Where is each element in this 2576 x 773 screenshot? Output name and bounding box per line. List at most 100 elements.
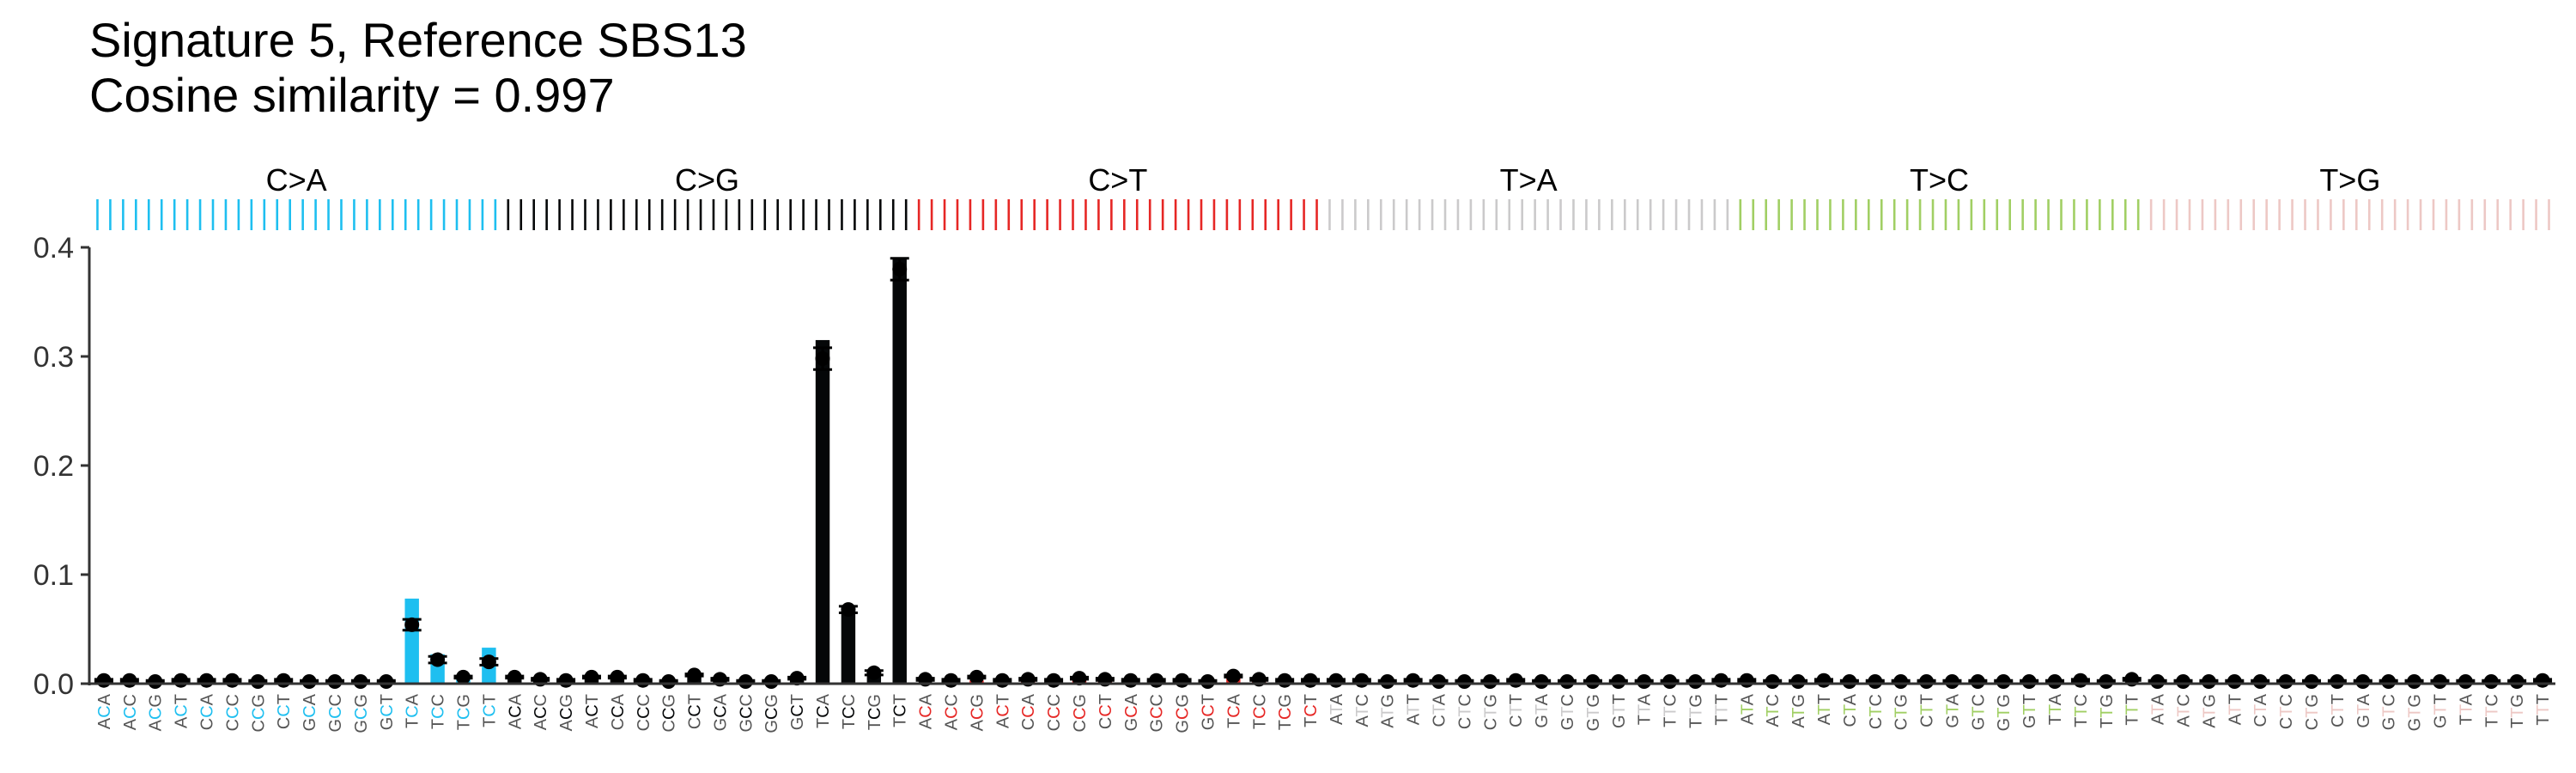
estimate-dot bbox=[2150, 673, 2166, 689]
x-tick-label: GTA bbox=[1943, 693, 1962, 727]
x-tick-label: CTG bbox=[2303, 694, 2322, 730]
estimate-point bbox=[2379, 673, 2398, 689]
estimate-point bbox=[2225, 673, 2245, 689]
estimate-dot bbox=[866, 665, 882, 680]
x-tick-label: GTT bbox=[2020, 694, 2039, 728]
estimate-point bbox=[1198, 673, 1218, 689]
estimate-dot bbox=[1482, 673, 1498, 689]
estimate-dot bbox=[2381, 673, 2397, 689]
estimate-dot bbox=[1790, 673, 1806, 689]
x-tick-label: ATG bbox=[1789, 694, 1808, 728]
x-tick-label: ATC bbox=[1353, 694, 1372, 727]
x-tick-label: CTA bbox=[2251, 693, 2270, 727]
x-tick-label: TTA bbox=[2046, 693, 2065, 725]
estimate-dot bbox=[1893, 673, 1909, 689]
estimate-point bbox=[1660, 673, 1680, 689]
x-tick-label: GTC bbox=[2380, 694, 2399, 730]
x-tick-label: ATT bbox=[1815, 694, 1834, 725]
estimate-point bbox=[1789, 673, 1808, 689]
estimate-point bbox=[1172, 673, 1192, 688]
estimate-dot bbox=[2304, 673, 2319, 689]
x-tick-label: TCT bbox=[480, 694, 499, 727]
estimate-dot bbox=[224, 673, 240, 688]
estimate-point bbox=[2276, 673, 2296, 689]
estimate-point bbox=[2456, 673, 2476, 689]
estimate-point bbox=[1763, 673, 1783, 689]
estimate-point bbox=[274, 673, 294, 688]
chart-title: Signature 5, Reference SBS13 bbox=[89, 13, 747, 67]
estimate-dot bbox=[379, 673, 394, 689]
estimate-point bbox=[145, 673, 165, 689]
estimate-dot bbox=[481, 654, 496, 670]
x-tick-label: GCC bbox=[326, 694, 345, 732]
mutation-class-header: C>A C>G C>T T>A T>C T>G bbox=[96, 162, 2550, 230]
x-tick-label: TCA bbox=[1224, 693, 1243, 728]
estimate-point bbox=[1146, 673, 1166, 688]
estimate-point bbox=[1044, 673, 1064, 688]
estimate-point bbox=[1301, 673, 1321, 688]
estimate-point bbox=[479, 654, 499, 670]
estimate-point bbox=[633, 673, 653, 688]
estimate-point bbox=[2020, 673, 2039, 689]
estimate-dot bbox=[1585, 673, 1601, 689]
x-tick-label: GTA bbox=[2354, 693, 2373, 727]
estimate-dot bbox=[2458, 673, 2473, 689]
estimate-point bbox=[659, 673, 678, 689]
x-tick-label: TCT bbox=[1302, 694, 1321, 727]
estimate-dot bbox=[1046, 673, 1061, 688]
reference-bars bbox=[96, 258, 2550, 684]
estimate-dot bbox=[1534, 673, 1549, 689]
x-tick-label: TCA bbox=[814, 693, 833, 728]
estimate-point bbox=[300, 673, 319, 689]
x-tick-label: TCC bbox=[1250, 694, 1269, 729]
estimate-point bbox=[1352, 673, 1371, 688]
estimate-dot bbox=[892, 261, 908, 277]
estimate-dot bbox=[1123, 673, 1139, 688]
estimate-dot bbox=[1944, 673, 1959, 689]
estimate-dot bbox=[1970, 673, 1985, 689]
x-tick-label: ATG bbox=[1379, 694, 1398, 728]
estimate-dot bbox=[96, 673, 112, 688]
estimate-dot bbox=[1919, 673, 1935, 689]
plot-area bbox=[94, 257, 2553, 689]
estimate-dot bbox=[738, 673, 753, 689]
estimate-point bbox=[1326, 673, 1346, 688]
x-tick-label: GTT bbox=[2431, 694, 2450, 728]
estimate-point bbox=[993, 673, 1012, 688]
estimate-dot bbox=[507, 669, 522, 685]
x-tick-label: TCA bbox=[404, 693, 422, 728]
estimate-point bbox=[1839, 673, 1859, 689]
estimate-point bbox=[2173, 673, 2193, 689]
estimate-point bbox=[1506, 673, 1526, 688]
x-tick-label: CCG bbox=[249, 694, 268, 732]
estimate-dot bbox=[994, 673, 1010, 688]
x-tick-label: ACT bbox=[173, 694, 191, 728]
estimate-point bbox=[2404, 673, 2424, 689]
estimate-dot bbox=[1328, 673, 1344, 688]
x-tick-label: CTT bbox=[1918, 694, 1937, 727]
estimate-dot bbox=[250, 673, 265, 689]
estimate-dot bbox=[2535, 673, 2550, 688]
estimate-dot bbox=[1687, 673, 1703, 689]
estimate-dot bbox=[1816, 673, 1832, 688]
class-label: C>A bbox=[266, 162, 327, 198]
estimate-point bbox=[2430, 673, 2450, 689]
x-tick-label: CTT bbox=[1507, 694, 1526, 727]
estimate-point bbox=[556, 673, 576, 688]
estimate-point bbox=[1686, 673, 1705, 689]
estimate-point bbox=[2045, 673, 2065, 689]
x-tick-label: CTA bbox=[1431, 693, 1449, 727]
estimate-dot bbox=[455, 669, 471, 685]
x-tick-label: GCG bbox=[762, 694, 781, 733]
estimate-dot bbox=[1868, 673, 1883, 689]
x-tick-label: ACC bbox=[943, 694, 962, 730]
estimate-point bbox=[813, 346, 833, 371]
estimate-point bbox=[119, 673, 139, 688]
x-tick-label: CCT bbox=[1097, 694, 1115, 729]
x-tick-label: GTG bbox=[1995, 694, 2014, 731]
estimate-point bbox=[1583, 673, 1602, 689]
estimate-point bbox=[1532, 673, 1552, 689]
bar bbox=[841, 607, 856, 684]
estimate-point bbox=[2199, 673, 2219, 689]
